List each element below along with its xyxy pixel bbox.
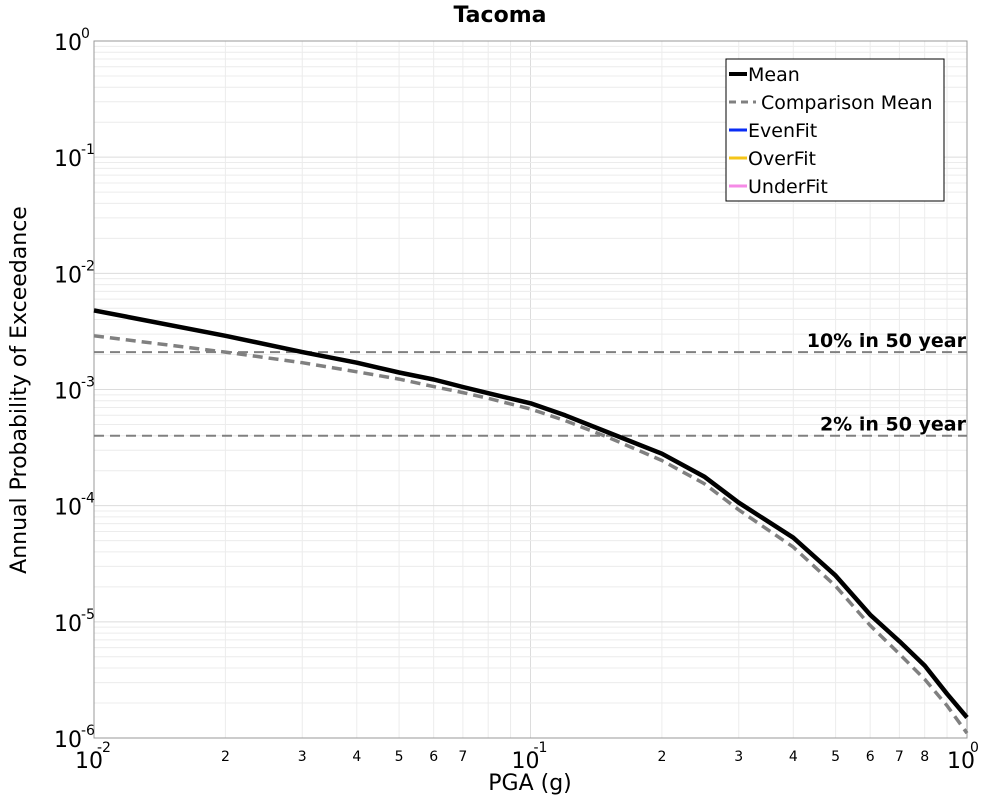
legend-label: Mean [748,64,800,86]
x-minor-tick-label: 2 [221,749,230,765]
x-tick-exponent: -2 [97,740,111,756]
reference-lines: 10% in 50 year 2% in 50 year [94,330,967,437]
y-tick-label: 10 [54,380,82,405]
x-minor-tick-label: 2 [657,749,666,765]
y-tick-exponent: 0 [81,26,90,42]
legend-label: UnderFit [748,176,828,198]
y-tick-exponent: -5 [81,607,95,623]
x-minor-tick-label: 7 [895,749,904,765]
y-tick-label: 10 [54,496,82,521]
y-tick-exponent: -1 [81,142,95,158]
legend-label: Comparison Mean [761,92,933,114]
legend-label: OverFit [748,148,816,170]
x-minor-tick-label: 4 [352,749,361,765]
x-tick-label: 10 [947,749,975,774]
y-tick-label: 10 [54,728,82,753]
y-tick-exponent: -3 [81,375,95,391]
y-tick-label: 10 [54,31,82,56]
x-tick-label: 10 [512,749,540,774]
x-tick-exponent: 0 [970,740,979,756]
x-minor-tick-label: 4 [789,749,798,765]
x-minor-tick-label: 3 [734,749,743,765]
x-minor-tick-label: 6 [429,749,438,765]
series-line-mean [93,308,969,719]
x-tick-label: 10 [75,749,103,774]
legend-item: UnderFit [729,176,828,198]
x-minor-tick-label: 3 [298,749,307,765]
legend-item: EvenFit [729,120,817,142]
legend-label: EvenFit [748,120,817,142]
reference-line-label: 2% in 50 year [820,414,967,436]
x-minor-tick-label: 8 [920,749,929,765]
y-tick-label: 10 [54,263,82,288]
y-tick-label: 10 [54,147,82,172]
y-tick-exponent: -4 [81,491,95,507]
legend-item: Comparison Mean [729,92,933,114]
reference-line-label: 10% in 50 year [807,330,967,352]
y-tick-exponent: -6 [81,723,95,739]
legend-box [725,58,945,202]
x-tick-exponent: -1 [534,740,548,756]
series-line-comparison-mean [93,334,969,735]
y-axis-label: Annual Probability of Exceedance [7,206,32,574]
y-tick-label: 10 [54,612,82,637]
plot-area-frame [93,40,968,739]
x-axis-label: PGA (g) [488,771,572,796]
x-minor-tick-label: 7 [458,749,467,765]
series-lines [93,308,969,735]
chart-title: Tacoma [454,3,547,28]
x-minor-tick-label: 6 [866,749,875,765]
y-tick-exponent: -2 [81,258,95,274]
x-minor-tick-label: 5 [395,749,404,765]
legend: Mean Comparison Mean EvenFit OverFit UnderFi… [725,58,945,202]
legend-item: OverFit [729,148,816,170]
legend-item: Mean [729,64,800,86]
x-minor-tick-label: 5 [831,749,840,765]
